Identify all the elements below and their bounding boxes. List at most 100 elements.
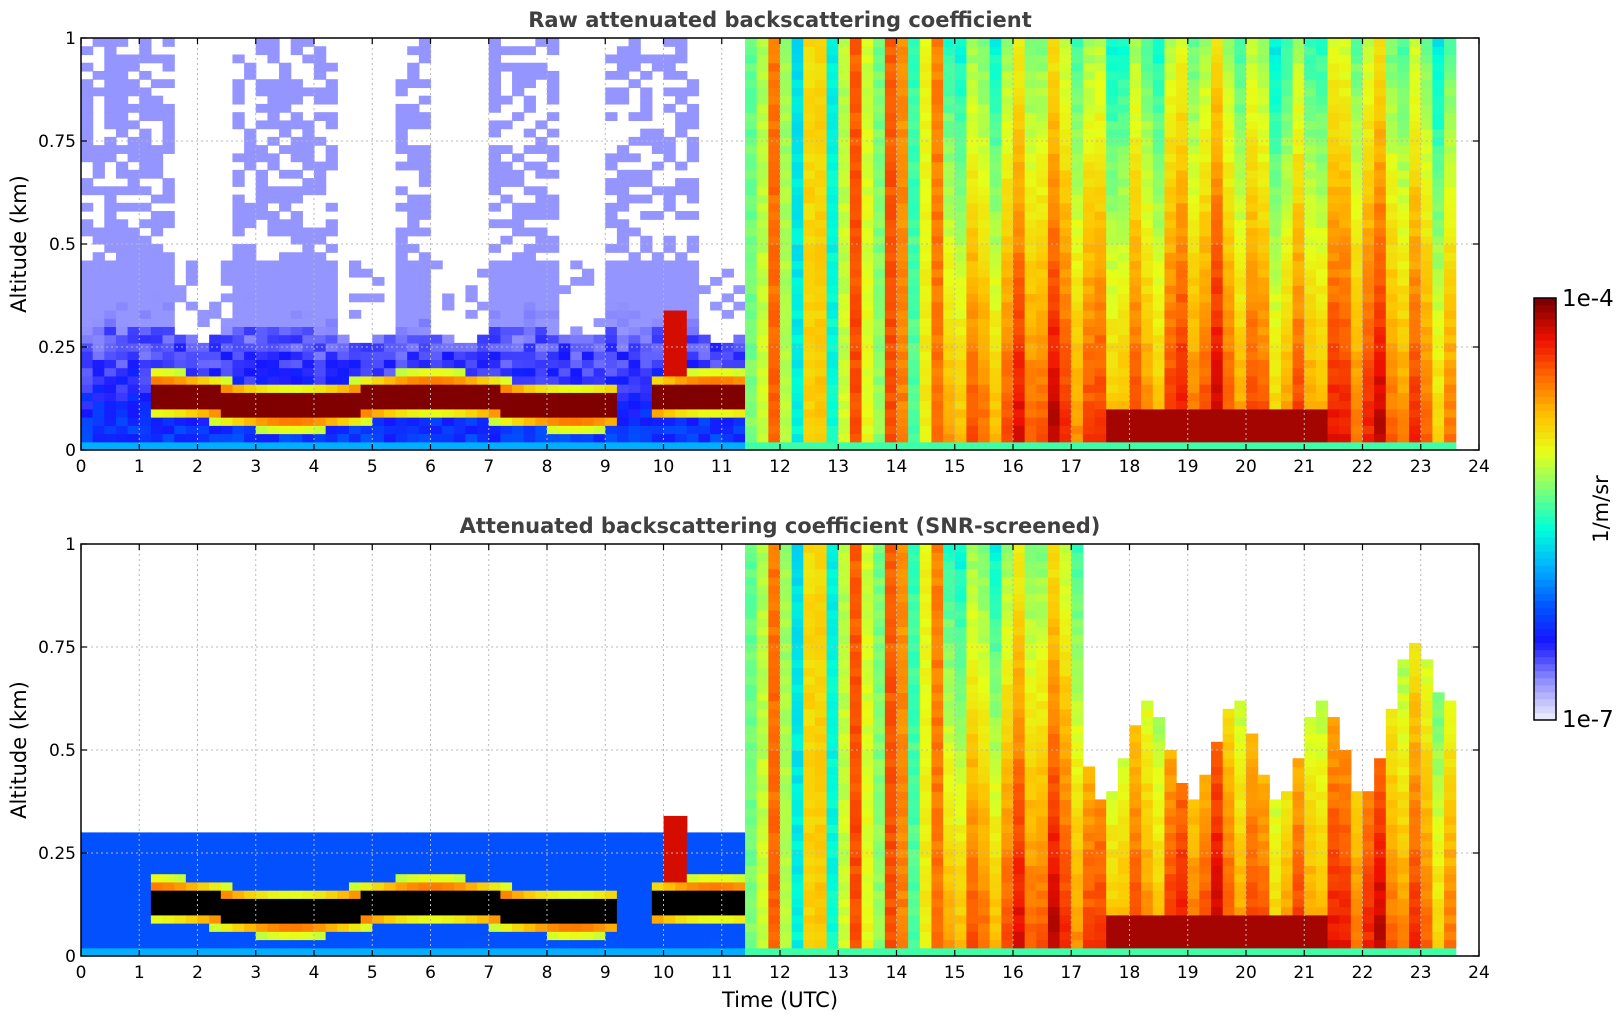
raw-heat-cell xyxy=(616,285,630,295)
raw-heat-cell xyxy=(407,202,420,212)
raw-heat-cell xyxy=(791,79,804,89)
raw-heat-cell xyxy=(1152,375,1166,385)
raw-heat-cell xyxy=(1082,334,1096,344)
raw-heat-cell xyxy=(1106,128,1119,138)
raw-heat-cell xyxy=(873,417,886,426)
raw-heat-column xyxy=(1257,38,1270,450)
raw-heat-cell xyxy=(395,425,408,435)
raw-heat-cell xyxy=(1141,161,1154,171)
raw-heat-cell xyxy=(1164,441,1177,450)
raw-heat-column xyxy=(838,38,851,450)
raw-heat-cell xyxy=(1187,425,1200,435)
raw-heat-cell xyxy=(931,169,944,179)
raw-heat-cell xyxy=(1001,153,1014,163)
raw-heat-cell xyxy=(826,202,839,212)
raw-heat-cell xyxy=(861,384,874,393)
raw-heat-cell xyxy=(1164,293,1177,303)
raw-heat-cell xyxy=(780,384,793,393)
raw-heat-cell xyxy=(197,309,210,319)
raw-heat-cell xyxy=(1211,425,1224,435)
raw-heat-cell xyxy=(430,375,443,385)
raw-heat-cell xyxy=(570,392,583,402)
raw-heat-cell xyxy=(535,211,548,220)
raw-heat-cell xyxy=(535,375,548,385)
raw-heat-cell xyxy=(1129,441,1142,450)
raw-heat-cell xyxy=(814,359,828,369)
raw-heat-cell xyxy=(745,351,758,360)
raw-heat-cell xyxy=(791,46,804,56)
raw-heat-cell xyxy=(745,186,758,196)
raw-heat-cell xyxy=(418,202,432,212)
raw-heat-cell xyxy=(628,367,641,377)
raw-heat-cell xyxy=(1246,285,1259,295)
raw-heat-cell xyxy=(547,392,560,402)
raw-heat-cell xyxy=(244,268,257,278)
raw-heat-cell xyxy=(756,70,769,80)
raw-heat-cell xyxy=(1397,375,1410,385)
raw-heat-cell xyxy=(1432,359,1445,369)
raw-heat-cell xyxy=(1246,153,1259,163)
raw-heat-cell xyxy=(1420,70,1433,80)
raw-heat-cell xyxy=(1024,375,1037,385)
raw-heat-cell xyxy=(1385,351,1399,360)
raw-heat-cell xyxy=(931,103,944,113)
screened-heat-cell xyxy=(81,923,94,932)
raw-heat-cell xyxy=(92,301,105,311)
raw-heat-cell xyxy=(1047,276,1061,286)
raw-heat-cell xyxy=(1152,400,1166,410)
raw-heat-cell xyxy=(1339,342,1352,352)
raw-heat-cell xyxy=(931,112,944,121)
raw-heat-cell xyxy=(919,433,933,443)
raw-heat-cell xyxy=(791,367,804,377)
raw-heat-cell xyxy=(826,425,839,435)
raw-heat-cell xyxy=(640,244,653,253)
raw-heat-cell xyxy=(81,301,94,311)
raw-heat-cell xyxy=(581,400,595,410)
raw-heat-cell xyxy=(698,392,711,402)
raw-heat-cell xyxy=(919,375,933,385)
raw-heat-cell xyxy=(931,384,944,393)
raw-heat-cell xyxy=(325,112,338,121)
raw-heat-cell xyxy=(220,318,234,327)
raw-heat-cell xyxy=(500,400,513,410)
raw-y-tick-label: 0.25 xyxy=(38,338,76,358)
raw-heat-cell xyxy=(1432,425,1445,435)
raw-heat-cell xyxy=(348,293,362,303)
raw-heat-cell xyxy=(1246,219,1259,229)
raw-heat-cell xyxy=(605,441,618,450)
raw-heat-cell xyxy=(1199,318,1212,327)
raw-heat-cell xyxy=(1059,211,1072,220)
raw-heat-cell xyxy=(791,153,804,163)
raw-heat-cell xyxy=(814,252,828,262)
raw-heat-cell xyxy=(244,219,257,229)
raw-heat-cell xyxy=(640,392,653,402)
raw-heat-cell xyxy=(978,441,991,450)
raw-heat-cell xyxy=(1187,128,1200,138)
raw-heat-cell xyxy=(395,103,408,113)
raw-heat-cell xyxy=(966,260,979,270)
raw-heat-cell xyxy=(1432,112,1445,121)
raw-heat-cell xyxy=(1047,334,1061,344)
raw-heat-cell xyxy=(1024,309,1037,319)
raw-heat-cell xyxy=(1269,359,1282,369)
raw-heat-cell xyxy=(1176,87,1189,97)
raw-heat-cell xyxy=(954,161,967,171)
raw-heat-cell xyxy=(1141,178,1154,187)
raw-heat-cell xyxy=(1280,400,1294,410)
raw-heat-cell xyxy=(407,285,420,295)
raw-heat-cell xyxy=(115,112,129,121)
raw-heat-cell xyxy=(174,359,187,369)
raw-heat-cell xyxy=(884,441,898,450)
raw-heat-cell xyxy=(966,425,979,435)
raw-heat-cell xyxy=(1164,128,1177,138)
raw-heat-cell xyxy=(966,359,979,369)
raw-heat-cell xyxy=(1350,384,1364,393)
raw-heat-cell xyxy=(1350,219,1364,229)
raw-heat-cell xyxy=(1152,79,1166,89)
raw-heat-cell xyxy=(1047,161,1061,171)
raw-heat-cell xyxy=(1082,309,1096,319)
raw-heat-cell xyxy=(861,219,874,229)
raw-heat-cell xyxy=(803,46,816,56)
raw-heat-cell xyxy=(1141,268,1154,278)
raw-heat-cell xyxy=(978,169,991,179)
